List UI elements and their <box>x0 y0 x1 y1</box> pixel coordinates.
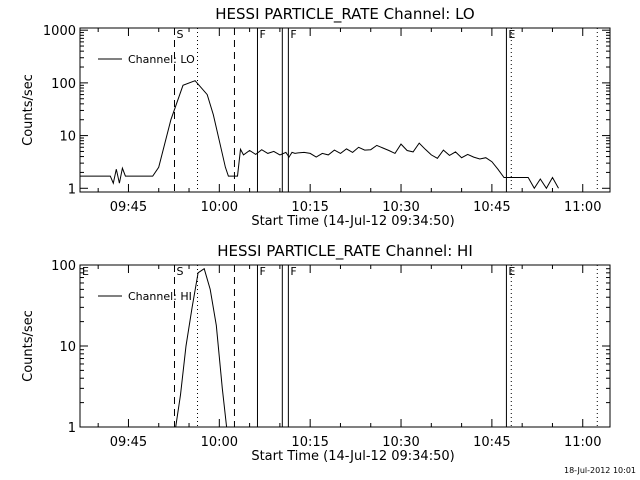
y-tick-label: 1 <box>68 182 76 197</box>
y-axis-label: Counts/sec <box>21 74 36 146</box>
event-marker-label: F <box>290 28 296 41</box>
x-tick-label: 10:30 <box>382 435 419 450</box>
x-tick-label: 11:00 <box>564 200 601 215</box>
y-tick-label: 1 <box>68 421 76 436</box>
panel-lo: HESSI PARTICLE_RATE Channel: LO Counts/se… <box>21 5 611 229</box>
event-marker-label: F <box>259 265 265 278</box>
event-marker-label: S <box>176 28 183 41</box>
x-tick-label: 10:45 <box>473 200 510 215</box>
legend-label: Channel: HI <box>128 290 192 303</box>
x-tick-label: 10:15 <box>291 435 328 450</box>
y-tick-label: 100 <box>51 77 76 92</box>
event-marker-label: E <box>508 28 515 41</box>
chart-title: HESSI PARTICLE_RATE Channel: LO <box>215 5 474 24</box>
x-tick-label: 10:45 <box>473 435 510 450</box>
y-tick-label: 10 <box>59 130 76 145</box>
x-axis-label: Start Time (14-Jul-12 09:34:50) <box>251 214 454 229</box>
timestamp-label: 18-Jul-2012 10:01 <box>564 466 636 475</box>
event-marker-label: F <box>259 28 265 41</box>
x-tick-label: 10:00 <box>201 435 238 450</box>
x-tick-label: 11:00 <box>564 435 601 450</box>
event-marker-label: S <box>176 265 183 278</box>
x-tick-label: 10:15 <box>291 200 328 215</box>
x-tick-label: 10:30 <box>382 200 419 215</box>
event-marker-label: E <box>508 265 515 278</box>
legend-label: Channel: LO <box>128 53 195 66</box>
panel-hi: HESSI PARTICLE_RATE Channel: HI Counts/se… <box>21 242 611 464</box>
event-marker-label: F <box>290 265 296 278</box>
chart-title: HESSI PARTICLE_RATE Channel: HI <box>217 242 473 261</box>
event-marker-label: E <box>82 265 89 278</box>
series-line <box>175 267 228 427</box>
x-tick-label: 09:45 <box>110 200 147 215</box>
y-tick-label: 1000 <box>43 24 76 39</box>
series-line <box>80 80 559 190</box>
y-tick-label: 10 <box>59 340 76 355</box>
x-axis-label: Start Time (14-Jul-12 09:34:50) <box>251 449 454 464</box>
y-tick-label: 100 <box>51 259 76 274</box>
x-tick-label: 10:00 <box>201 200 238 215</box>
y-axis-label: Counts/sec <box>21 310 36 382</box>
x-tick-label: 09:45 <box>110 435 147 450</box>
